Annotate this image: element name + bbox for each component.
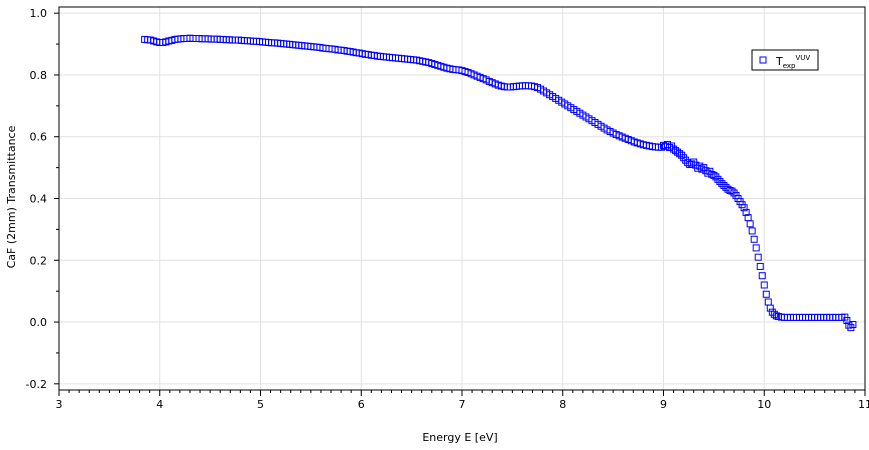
x-tick-label: 10 (757, 398, 771, 411)
data-point (757, 263, 763, 269)
x-tick-label: 7 (459, 398, 466, 411)
data-point (747, 221, 753, 227)
grid (59, 7, 865, 390)
data-point (721, 183, 727, 189)
data-point (753, 245, 759, 251)
data-point (771, 311, 777, 317)
y-tick-label: 1.0 (30, 7, 48, 20)
x-tick-label: 9 (660, 398, 667, 411)
x-tick-label: 11 (858, 398, 869, 411)
x-tick-label: 6 (358, 398, 365, 411)
data-point (765, 299, 771, 305)
y-axis-title: CaF (2mm) Transmittance (5, 125, 18, 268)
y-tick-label: 0.4 (30, 193, 48, 206)
data-point (767, 305, 773, 311)
y-tick-label: 0.6 (30, 131, 48, 144)
y-tick-label: -0.2 (26, 378, 47, 391)
x-tick-label: 8 (559, 398, 566, 411)
y-tick-label: 0.0 (30, 316, 48, 329)
data-point (751, 236, 757, 242)
data-point (719, 181, 725, 187)
x-tick-label: 5 (257, 398, 264, 411)
x-tick-label: 3 (56, 398, 63, 411)
y-tick-label: 0.2 (30, 254, 48, 267)
data-point (715, 176, 721, 182)
data-point (755, 254, 761, 260)
x-axis-title: Energy E [eV] (422, 431, 497, 444)
data-point (749, 228, 755, 234)
legend-label-sup: VUV (796, 54, 811, 62)
y-tick-label: 0.8 (30, 69, 48, 82)
y-axis: -0.2 0.0 0.2 0.4 0.6 0.8 1.0 (26, 7, 59, 391)
x-axis: 3 4 5 6 7 8 9 10 11 (56, 390, 869, 411)
x-tick-label: 4 (156, 398, 163, 411)
data-point (769, 309, 775, 315)
legend-label-sub: exp (783, 62, 796, 70)
legend: TexpVUV (752, 50, 818, 70)
data-series (142, 35, 856, 330)
